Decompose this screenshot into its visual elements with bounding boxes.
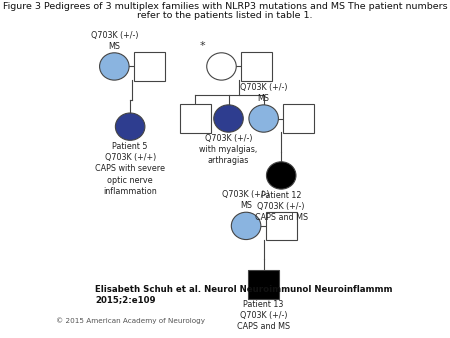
Circle shape: [231, 212, 261, 240]
Text: 2015;2:e109: 2015;2:e109: [95, 295, 156, 305]
Bar: [134, 52, 165, 81]
Text: Q703K (+/-)
MS: Q703K (+/-) MS: [240, 83, 288, 103]
Text: refer to the patients listed in table 1.: refer to the patients listed in table 1.: [137, 11, 313, 20]
Text: © 2015 American Academy of Neurology: © 2015 American Academy of Neurology: [56, 318, 205, 324]
Bar: [180, 104, 211, 133]
Text: Q703K (+/-)
MS: Q703K (+/-) MS: [222, 190, 270, 210]
Circle shape: [249, 105, 279, 132]
Text: Elisabeth Schuh et al. Neurol Neuroimmunol Neuroinflammm: Elisabeth Schuh et al. Neurol Neuroimmun…: [95, 285, 392, 294]
Bar: [241, 52, 272, 81]
Text: Q703K (+/-)
MS: Q703K (+/-) MS: [90, 31, 138, 51]
Bar: [248, 270, 279, 299]
Bar: [284, 104, 314, 133]
Text: Patient 12
Q703K (+/-)
CAPS and MS: Patient 12 Q703K (+/-) CAPS and MS: [255, 191, 308, 222]
Text: Patient 5
Q703K (+/+)
CAPS with severe
optic nerve
inflammation: Patient 5 Q703K (+/+) CAPS with severe o…: [95, 142, 165, 196]
Bar: [266, 212, 297, 240]
Circle shape: [266, 162, 296, 189]
Text: Q703K (+/-)
with myalgias,
arthragias: Q703K (+/-) with myalgias, arthragias: [199, 134, 258, 165]
Text: Patient 13
Q703K (+/-)
CAPS and MS: Patient 13 Q703K (+/-) CAPS and MS: [237, 300, 290, 331]
Circle shape: [99, 53, 129, 80]
Text: *: *: [200, 41, 205, 51]
Circle shape: [115, 113, 145, 140]
Circle shape: [214, 105, 243, 132]
Circle shape: [207, 53, 236, 80]
Text: Figure 3 Pedigrees of 3 multiplex families with NLRP3 mutations and MS The patie: Figure 3 Pedigrees of 3 multiplex famili…: [3, 2, 447, 11]
